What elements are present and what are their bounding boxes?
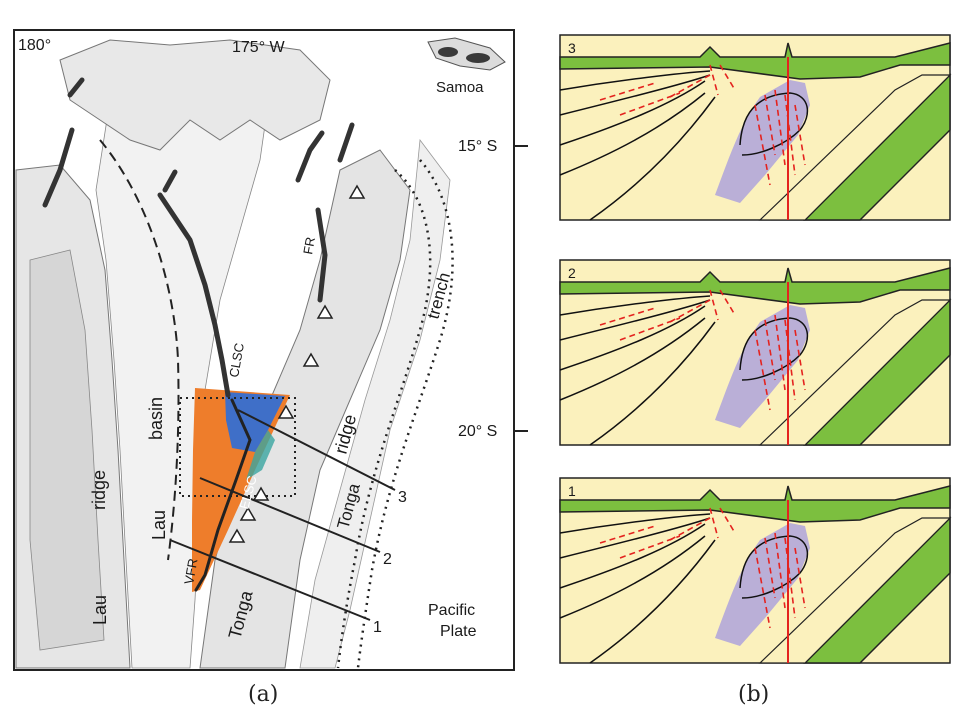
label-lat-15: 15° S bbox=[458, 138, 497, 155]
map-panel: 180° 175° W Samoa 15° S 20° S Lau ridge … bbox=[13, 29, 528, 671]
volcano-icon bbox=[302, 352, 320, 367]
dotted-study-box bbox=[179, 397, 296, 497]
volcano-icon bbox=[228, 528, 246, 543]
spreading-segment-north bbox=[67, 77, 85, 98]
lau-ridge-inner bbox=[29, 249, 105, 651]
cross-section-3: 3 bbox=[559, 34, 951, 221]
label-lau-ridge-1: Lau bbox=[90, 595, 110, 625]
label-pacific-2: Plate bbox=[440, 623, 477, 640]
caption-b: (b) bbox=[738, 682, 770, 707]
cross-section-2: 2 bbox=[559, 259, 951, 446]
cross-section-1: 1 bbox=[559, 477, 951, 664]
label-profile-2: 2 bbox=[383, 551, 392, 568]
label-profile-1: 1 bbox=[373, 619, 382, 636]
volcano-icon bbox=[316, 304, 334, 319]
volcano-icon bbox=[348, 184, 366, 199]
label-samoa: Samoa bbox=[436, 79, 484, 96]
label-vfr: VFR bbox=[181, 557, 200, 585]
panel-label-3: 3 bbox=[568, 40, 576, 56]
caption-a: (a) bbox=[248, 682, 279, 707]
label-180: 180° bbox=[18, 37, 51, 54]
cross-section-panels: 3 2 1 bbox=[559, 34, 951, 664]
lau-basin-dashed-arc bbox=[99, 139, 180, 561]
samoa-island-east bbox=[466, 53, 490, 63]
panel-label-2: 2 bbox=[568, 265, 576, 281]
label-lau-basin-1: Lau bbox=[149, 510, 169, 540]
northern-land-area bbox=[59, 39, 331, 151]
spreading-segment-lau bbox=[157, 192, 231, 398]
study-region-blue bbox=[225, 392, 285, 452]
volcano-icon bbox=[252, 486, 270, 501]
trench-dotted-1 bbox=[336, 169, 432, 669]
spreading-segment-nw bbox=[42, 127, 75, 208]
label-profile-3: 3 bbox=[398, 489, 407, 506]
spreading-segment-fr-2 bbox=[315, 207, 328, 303]
panel-label-1: 1 bbox=[568, 483, 576, 499]
label-lau-basin-2: basin bbox=[146, 397, 166, 440]
profile-line-2 bbox=[199, 477, 381, 553]
volcano-icon bbox=[239, 506, 257, 521]
spreading-segment-ne bbox=[337, 122, 355, 163]
profile-line-1 bbox=[169, 539, 371, 621]
samoa-island-west bbox=[438, 47, 458, 57]
trench-slope-area bbox=[299, 138, 451, 669]
label-175w: 175° W bbox=[232, 39, 286, 56]
volcano-icon bbox=[277, 404, 295, 419]
trench-dotted-2 bbox=[356, 159, 454, 669]
profile-line-3 bbox=[237, 409, 396, 491]
spreading-segment-mid bbox=[162, 169, 178, 193]
volcano-markers bbox=[228, 184, 366, 543]
samoa-outline bbox=[427, 37, 506, 71]
tonga-ridge-area bbox=[199, 149, 411, 669]
spreading-segment-elsc bbox=[194, 398, 252, 592]
label-clsc: CLSC bbox=[226, 342, 247, 379]
spreading-segment-fr-1 bbox=[295, 130, 325, 183]
label-fr: FR bbox=[300, 236, 318, 256]
label-pacific-1: Pacific bbox=[428, 602, 475, 619]
study-region-teal bbox=[246, 430, 275, 480]
label-lat-20: 20° S bbox=[458, 423, 497, 440]
label-lau-ridge-2: ridge bbox=[89, 470, 109, 510]
spreading-centers bbox=[42, 77, 355, 592]
